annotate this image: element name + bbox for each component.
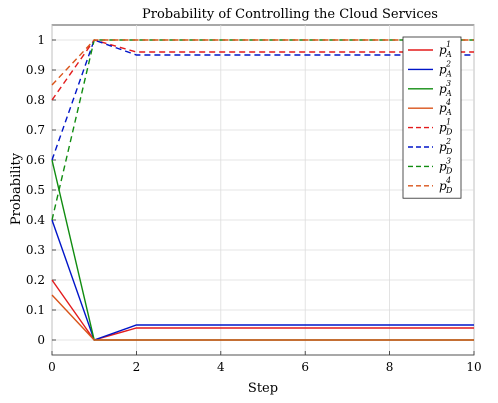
legend-label-subscript: A (445, 89, 452, 98)
legend-label-subscript: D (445, 128, 453, 137)
legend-label: p (439, 140, 447, 154)
y-tick-label: 0.2 (26, 273, 45, 287)
legend-label-subscript: D (445, 166, 453, 175)
legend-label-superscript: 1 (446, 118, 451, 127)
series-line-p1A (51, 279, 474, 341)
y-tick-label: 0 (37, 333, 45, 347)
x-tick-label: 6 (301, 360, 309, 374)
y-tick-label: 0.4 (26, 213, 45, 227)
x-tick-label: 4 (217, 360, 225, 374)
x-axis-label: Step (248, 381, 278, 396)
axis-ticks: 0 2 4 6 8 10 0 0.1 0.2 0.3 0.4 0.5 0.6 0.7 0.8 0.9 1 (26, 33, 482, 374)
y-tick-label: 0.7 (26, 123, 45, 137)
x-tick-label: 2 (133, 360, 141, 374)
legend-label: p (439, 179, 447, 193)
legend-label-subscript: D (445, 186, 453, 195)
y-tick-label: 0.5 (26, 183, 45, 197)
series-line-p4A (51, 294, 474, 341)
y-tick-label: 0.3 (26, 243, 45, 257)
legend-label-superscript: 2 (445, 137, 451, 146)
y-axis-label: Probability (9, 152, 24, 225)
legend-label-superscript: 3 (446, 79, 451, 88)
legend-box (402, 36, 462, 199)
legend: p 1Ap 2Ap 3Ap 4Ap 1Dp 2Dp 3Dp 4D (402, 36, 462, 199)
legend-label-superscript: 1 (446, 40, 451, 49)
y-tick-label: 0.9 (26, 63, 45, 77)
legend-label-subscript: A (445, 108, 452, 117)
legend-label-subscript: D (445, 147, 453, 156)
y-tick-label: 0.8 (26, 93, 45, 107)
legend-label-superscript: 4 (445, 98, 451, 107)
x-tick-label: 0 (48, 360, 56, 374)
legend-label: p (439, 43, 447, 57)
legend-label-subscript: A (445, 69, 452, 78)
legend-label: p (439, 121, 447, 135)
y-tick-label: 0.6 (26, 153, 45, 167)
y-tick-label: 0.1 (26, 303, 45, 317)
legend-label-superscript: 4 (445, 176, 451, 185)
legend-label-superscript: 2 (445, 59, 451, 68)
chart-title: Probability of Controlling the Cloud Ser… (142, 7, 438, 22)
legend-label: p (439, 159, 447, 173)
x-tick-label: 10 (466, 360, 481, 374)
legend-label: p (439, 101, 447, 115)
x-tick-label: 8 (386, 360, 394, 374)
legend-label-subscript: A (445, 50, 452, 59)
legend-label-superscript: 3 (446, 156, 451, 165)
legend-label: p (439, 82, 447, 96)
y-tick-label: 1 (37, 33, 45, 47)
legend-label: p (439, 62, 447, 76)
series-line-p2A (51, 219, 474, 341)
